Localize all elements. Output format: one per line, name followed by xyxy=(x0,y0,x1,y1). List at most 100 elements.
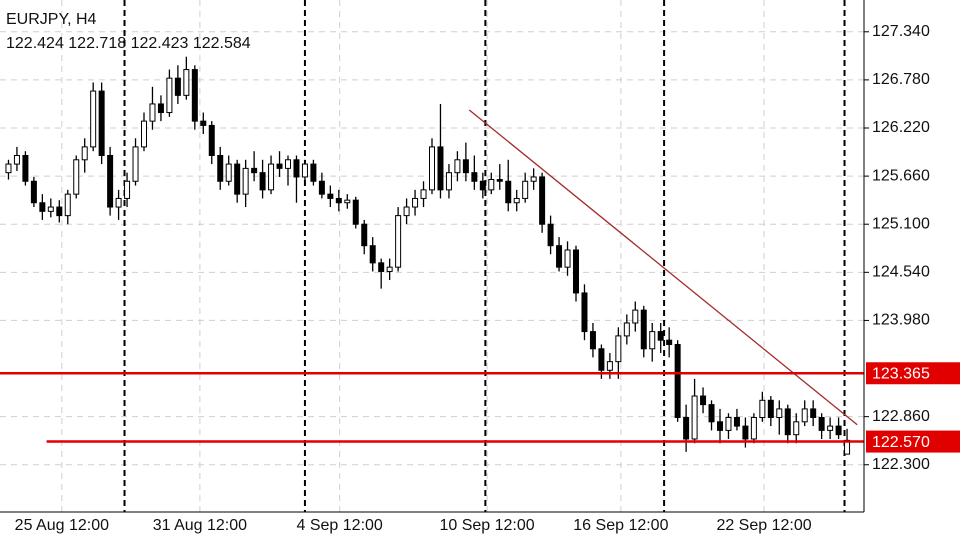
candle-body xyxy=(352,199,359,225)
x-tick-label: 25 Aug 12:00 xyxy=(15,517,109,534)
candle-body xyxy=(479,180,486,191)
candle-body xyxy=(708,404,715,423)
candle-body xyxy=(13,154,20,165)
candle-body xyxy=(581,292,588,333)
candle-body xyxy=(733,417,740,427)
candle-body xyxy=(649,331,656,350)
candle-body xyxy=(276,163,283,169)
candle-body xyxy=(268,163,275,191)
candle-body xyxy=(564,249,571,268)
candle-body xyxy=(445,172,452,191)
candle-body xyxy=(827,425,834,431)
y-tick-label: 124.540 xyxy=(872,264,930,281)
candle-body xyxy=(429,146,435,191)
candle-body xyxy=(573,249,579,294)
candle-body xyxy=(767,399,774,419)
candle-body xyxy=(793,421,800,436)
candle-body xyxy=(403,206,410,217)
candle-body xyxy=(589,331,596,350)
candle-body xyxy=(632,309,639,324)
level-label: 122.570 xyxy=(872,434,930,451)
candle-body xyxy=(615,335,622,363)
candle-body xyxy=(30,180,37,204)
candle-body xyxy=(259,172,266,191)
x-tick-label: 10 Sep 12:00 xyxy=(439,517,534,534)
level-label: 123.365 xyxy=(872,365,930,382)
candle-body xyxy=(471,172,478,182)
level-label-box xyxy=(866,430,960,453)
candle-body xyxy=(208,124,215,156)
candle-body xyxy=(293,159,300,178)
y-tick-label: 123.980 xyxy=(872,312,930,329)
candle-body xyxy=(522,180,529,199)
candle-body xyxy=(5,163,12,174)
candle-body xyxy=(98,90,105,156)
candle-body xyxy=(437,146,444,191)
candle-body xyxy=(700,395,707,406)
candle-body xyxy=(242,167,249,195)
chart-title: EURJPY, H4 xyxy=(6,11,97,28)
candle-body xyxy=(530,176,537,182)
candle-body xyxy=(657,331,664,341)
labels: 127.340 126.780 126.220 125.660 125.100 124.5… xyxy=(15,23,960,534)
y-tick-label: 125.100 xyxy=(872,215,930,232)
y-tick-label: 122.300 xyxy=(872,456,930,473)
candle-body xyxy=(776,408,783,419)
y-tick-label: 126.220 xyxy=(872,119,930,136)
y-tick-label: 126.780 xyxy=(872,71,930,88)
candle-body xyxy=(301,163,308,178)
candle-body xyxy=(90,90,97,148)
candle-body xyxy=(810,408,817,419)
candle-body xyxy=(420,189,427,199)
candle-body xyxy=(725,417,732,431)
candle-body xyxy=(234,163,241,195)
candle-body xyxy=(395,215,402,268)
candle-body xyxy=(157,103,164,114)
candle-body xyxy=(285,159,291,169)
candle-body xyxy=(335,197,342,204)
candle-body xyxy=(683,417,690,440)
candle-body xyxy=(598,348,605,371)
candle-body xyxy=(141,120,147,148)
candle-body xyxy=(750,417,757,440)
candle-body xyxy=(691,395,698,440)
candle-body xyxy=(39,202,46,212)
level-label-box xyxy=(866,362,960,385)
candle-body xyxy=(81,146,88,161)
candle-body xyxy=(191,69,198,122)
x-tick-label: 16 Sep 12:00 xyxy=(573,517,668,534)
candle-body xyxy=(513,197,520,204)
plot xyxy=(0,56,864,455)
candle-body xyxy=(378,262,385,272)
candle-body xyxy=(251,167,258,174)
candle-body xyxy=(623,322,630,337)
candle-body xyxy=(124,180,131,199)
candle-body xyxy=(556,245,563,268)
candle-body xyxy=(454,159,461,174)
candle-body xyxy=(801,408,808,423)
candle-body xyxy=(674,343,681,419)
candle-body xyxy=(759,399,766,419)
candle-body xyxy=(666,339,673,345)
candle-body xyxy=(835,425,842,436)
candle-body xyxy=(539,176,546,225)
candle-body xyxy=(818,417,825,431)
candle-body xyxy=(174,77,181,96)
candle-body xyxy=(217,154,224,182)
candle-body xyxy=(132,146,139,182)
candle-body xyxy=(488,179,495,191)
candle-body xyxy=(606,361,613,371)
candle-body xyxy=(183,69,190,96)
candle-body xyxy=(640,309,647,350)
grid xyxy=(0,0,869,512)
candle-body xyxy=(505,180,512,204)
candle-body xyxy=(200,120,207,126)
candle-body xyxy=(344,199,351,204)
x-tick-label: 31 Aug 12:00 xyxy=(153,517,247,534)
candle-body xyxy=(115,197,122,208)
candle-body xyxy=(225,163,232,182)
candle-body xyxy=(412,197,419,208)
candle-body xyxy=(107,154,114,208)
candle-body xyxy=(369,245,376,264)
